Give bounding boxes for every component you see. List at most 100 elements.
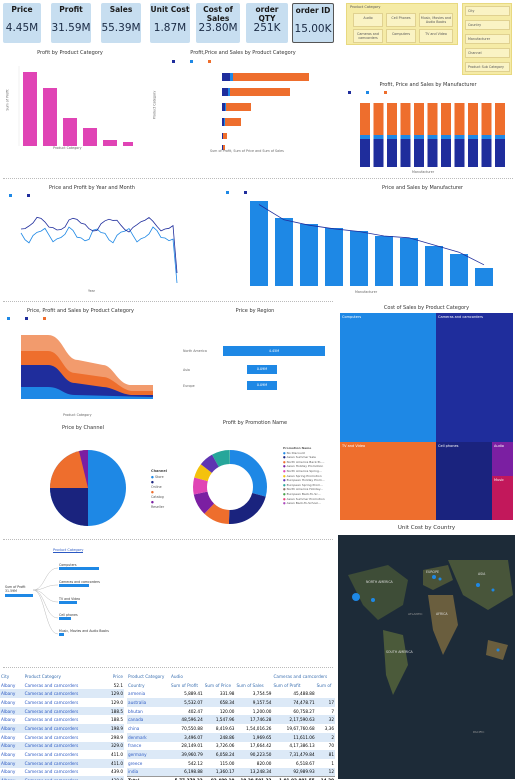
city-dropdown[interactable]: City (465, 6, 510, 16)
table-cell: canada (127, 715, 170, 725)
table-cell: 11,611.06 (272, 732, 316, 742)
table-cell: 17 (315, 698, 335, 707)
slicer-option-music[interactable]: Music, Movies and Audio Books (419, 13, 453, 27)
decomp-level-label[interactable]: Product Category (53, 548, 84, 553)
decomp-node-cameras[interactable]: Cameras and camcorders (59, 580, 119, 587)
table-row[interactable]: denmark 3,496.07 248.86 1,969.65 11,611.06 2 (127, 732, 335, 742)
chart-title: Price by Channel (61, 425, 105, 431)
kpi-title: Cost of Sales (203, 5, 233, 23)
manufacturer-bar-segment (454, 103, 465, 135)
matrix-header-cell[interactable]: Country (128, 682, 145, 688)
col-header-price[interactable]: Price (112, 673, 123, 679)
manufacturer-price-bar (375, 236, 393, 286)
matrix-header-cell[interactable]: Sum of (316, 682, 332, 688)
matrix-header-cell[interactable]: Sum of Profit (171, 682, 199, 688)
table-row[interactable]: Albany Cameras and camcorders 188.5 (0, 715, 124, 724)
decomp-node-computers[interactable]: Computers (59, 563, 119, 570)
cost-of-sales-treemap[interactable]: Cost of Sales by Product Category Comput… (338, 305, 515, 523)
slicer-option-cameras[interactable]: Cameras and camcorders (353, 29, 383, 43)
price-by-region-chart[interactable]: Price by Region North America 4.45M Asia… (175, 305, 335, 405)
table-row[interactable]: Albany Cameras and camcorders 411.0 (0, 758, 124, 768)
col-header-category[interactable]: Product Category (24, 673, 61, 679)
table-row[interactable]: india 6,198.88 1,360.17 13,248.34 92,989.93 1… (127, 767, 335, 777)
manufacturer-bar-segment (468, 139, 478, 167)
channel-dropdown[interactable]: Channel (465, 48, 510, 58)
table-row[interactable]: Albany Cameras and camcorders 52.1 (0, 681, 124, 690)
map-label-asia: ASIA (478, 572, 486, 576)
city-table[interactable]: City Product Category Price Albany Camera… (0, 672, 124, 780)
table-cell: 7 (331, 708, 334, 714)
decomp-node-tv[interactable]: TV and Video (59, 597, 119, 604)
table-row[interactable]: Albany Cameras and camcorders 411.0 (0, 750, 124, 759)
price-by-channel-chart[interactable]: Price by Channel Channel ● Store ● Onlin… (3, 425, 167, 535)
treemap-tile-audio[interactable]: Audio (492, 442, 513, 476)
table-row[interactable]: Albany Cameras and camcorders 329.0 (0, 741, 124, 751)
treemap-tile-tv[interactable]: TV and Video (340, 442, 436, 520)
decomp-root[interactable]: Sum of Profit 31.59M (5, 585, 33, 597)
table-row[interactable]: germany 39,960.79 6,058.24 90,223.50 7,31,47… (127, 750, 335, 759)
matrix-header-cell[interactable]: Sum of Sales (236, 682, 264, 688)
table-row[interactable]: Albany Cameras and camcorders 188.5 (0, 706, 124, 716)
table-cell: 2 (315, 732, 335, 742)
region-bar-north-america: 4.45M (223, 346, 325, 356)
table-row[interactable]: Albany Cameras and camcorders 298.9 (0, 733, 124, 742)
table-row[interactable]: armenia 5,889.41 331.98 3,754.59 45,488.88 (127, 689, 335, 698)
profit-by-promotion-chart[interactable]: Profit by Promotion Name Promotion Name … (175, 420, 335, 535)
table-cell: Cameras and camcorders (24, 717, 79, 723)
slicer-option-cell-phones[interactable]: Cell Phones (386, 13, 416, 27)
country-dropdown[interactable]: Country (465, 20, 510, 30)
decomposition-tree[interactable]: Product Category Sum of Profit 31.59M Com… (3, 545, 133, 660)
matrix-header-cell[interactable]: Sum of Price (204, 682, 232, 688)
pps-by-category-chart[interactable]: Profit,Price and Sales by Product Catego… (150, 48, 336, 160)
table-row[interactable]: france 28,149.01 3,726.06 17,664.42 4,17,386… (127, 742, 335, 751)
slicer-option-audio[interactable]: Audio (353, 13, 383, 27)
table-row[interactable]: australia 5,532.07 658.34 9,157.54 74,478.71… (127, 698, 335, 707)
matrix-table[interactable]: Product Category Audio Cameras and camco… (127, 672, 335, 780)
col-header-city[interactable]: City (1, 673, 10, 679)
table-cell: Albany (1, 769, 16, 775)
manufacturer-bar-segment (427, 135, 438, 139)
table-cell: 129.0 (103, 689, 124, 699)
bar-cell-phones (83, 128, 97, 146)
treemap-tile-cameras[interactable]: Cameras and camcorders (436, 313, 513, 442)
table-row[interactable]: greece 542.12 115.00 820.00 6,518.67 1 (127, 759, 335, 768)
table-row[interactable]: Albany Cameras and camcorders 129.0 (0, 698, 124, 707)
price-sales-manufacturer-chart[interactable]: Price and Sales by Manufacturer Manufact… (220, 183, 515, 298)
table-cell: india (127, 767, 170, 777)
pps-area-chart[interactable]: Price, Profit and Sales by Product Categ… (3, 305, 158, 420)
slicer-option-computers[interactable]: Computers (386, 29, 416, 43)
treemap-tile-computers[interactable]: Computers (340, 313, 436, 442)
table-cell: 8,419.63 (215, 725, 235, 731)
treemap-tile-cell-phones[interactable]: Cell phones (436, 442, 492, 520)
decomp-node-music[interactable]: Music, Movies and Audio Books (59, 629, 119, 636)
table-row[interactable]: canada 48,596.24 1,547.96 17,746.28 2,17,590… (127, 715, 335, 725)
legend-title: Channel (151, 469, 167, 473)
table-cell: 411.0 (103, 758, 124, 768)
table-row[interactable]: Albany Cameras and camcorders 198.9 (0, 724, 124, 733)
table-cell: Cameras and camcorders (24, 699, 79, 705)
table-row[interactable]: china 70,550.88 8,419.63 1,54,016.26 19,67,7… (127, 724, 335, 733)
bar-audio (123, 142, 133, 146)
unit-cost-map[interactable]: Unit Cost by Country NORTH AMERICA SOUTH… (338, 525, 515, 779)
table-cell: 1,54,016.26 (246, 725, 272, 731)
product-category-slicer[interactable]: Product Category Audio Cell Phones Music… (346, 3, 458, 45)
matrix-header-cell[interactable]: Sum of Profit (273, 682, 301, 688)
manufacturer-dropdown[interactable]: Manufacturer (465, 34, 510, 44)
decomp-node-cell-phones[interactable]: Cell phones (59, 613, 119, 620)
manufacturer-price-bar (250, 201, 268, 286)
table-cell: 439.0 (103, 776, 124, 780)
table-row[interactable]: bhutan 402.47 120.00 1,200.00 60,758.27 7 (127, 707, 335, 716)
profit-by-category-chart[interactable]: Profit by Product Category Product Categ… (3, 48, 137, 160)
table-row[interactable]: Albany Cameras and camcorders 129.0 (0, 689, 124, 699)
slicer-option-tv-video[interactable]: TV and Video (419, 29, 453, 43)
world-map-svg[interactable]: NORTH AMERICA SOUTH AMERICA EUROPE AFRIC… (338, 535, 515, 779)
pps-by-manufacturer-chart[interactable]: Profit, Price and Sales by Manufacturer … (342, 80, 514, 180)
kpi-card-order-qty: order QTY 251K (246, 3, 288, 43)
price-profit-time-chart[interactable]: Price and Profit by Year and Month Year (3, 183, 181, 298)
sub-category-dropdown[interactable]: Product Sub Category (465, 62, 510, 72)
treemap-tile-music[interactable]: Music (492, 476, 513, 520)
table-cell: Albany (0, 758, 24, 768)
profit-by-category-svg (18, 66, 133, 146)
